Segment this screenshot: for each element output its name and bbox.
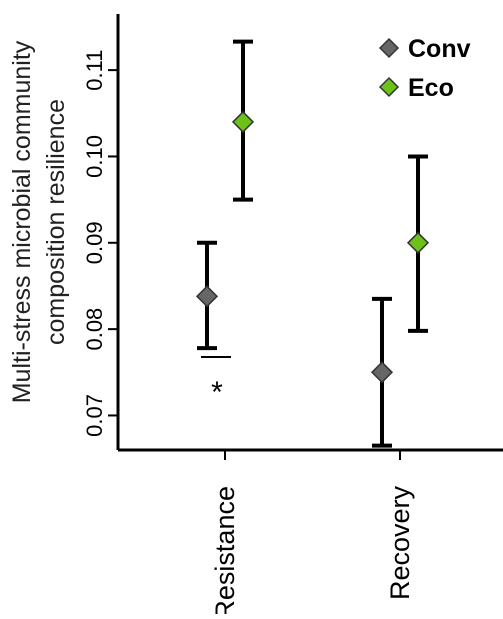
y-tick-label: 0.09 bbox=[82, 221, 107, 264]
y-tick-label: 0.08 bbox=[82, 308, 107, 351]
y-tick-label: 0.11 bbox=[82, 50, 107, 91]
legend-label: Eco bbox=[408, 74, 454, 102]
legend-label: Conv bbox=[408, 35, 471, 63]
y-tick-label: 0.10 bbox=[82, 135, 107, 178]
data-point-conv bbox=[195, 285, 219, 308]
data-point-conv bbox=[370, 361, 394, 384]
legend-marker-conv bbox=[378, 37, 400, 59]
x-tick-label: Resistance bbox=[210, 486, 240, 614]
x-tick-label: Recovery bbox=[385, 486, 415, 601]
y-tick-label: 0.07 bbox=[82, 394, 107, 437]
legend-marker-eco bbox=[378, 76, 400, 98]
data-point-eco bbox=[231, 110, 255, 133]
y-axis-title-line: composition resilience bbox=[42, 99, 70, 345]
y-axis-title-line: Multi-stress microbial community bbox=[8, 40, 36, 403]
significance-marker: * bbox=[211, 376, 223, 409]
data-point-eco bbox=[406, 231, 430, 254]
